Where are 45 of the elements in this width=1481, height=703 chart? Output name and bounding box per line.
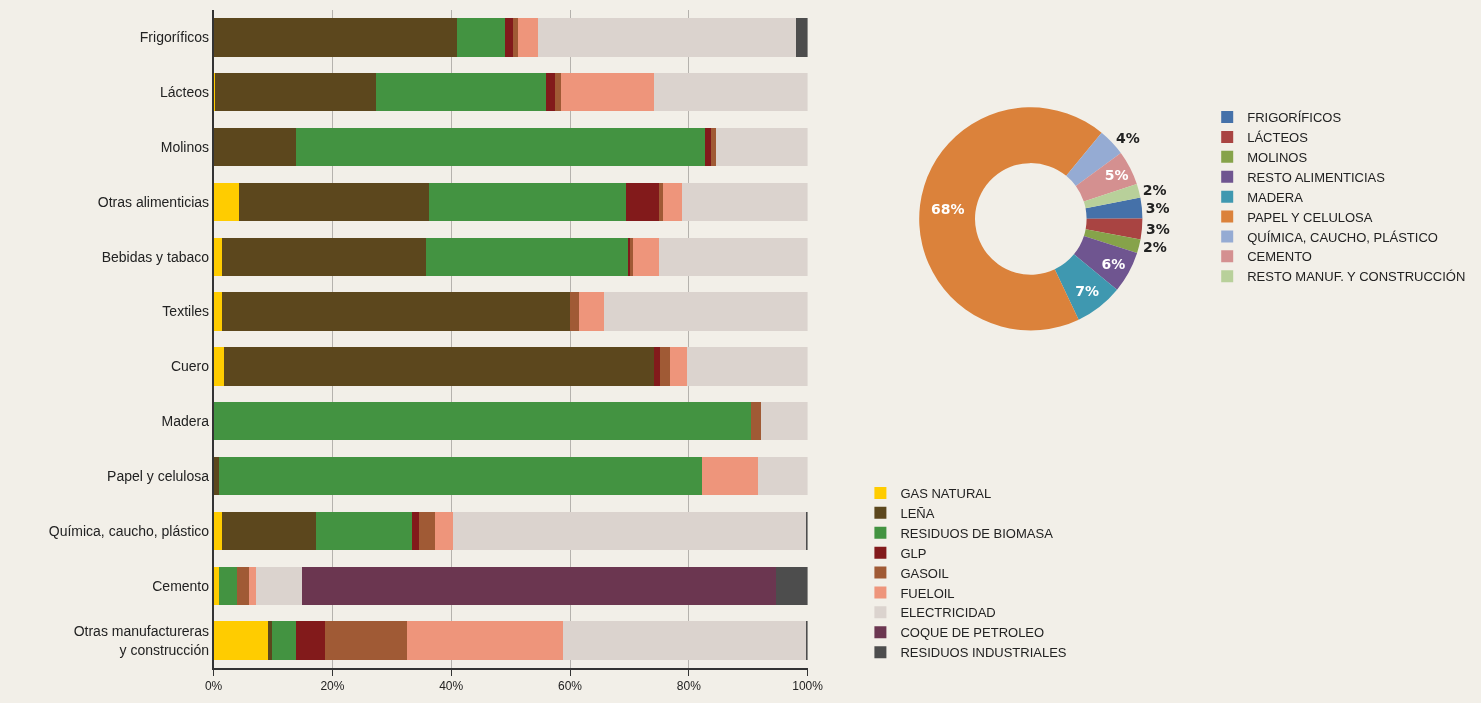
data-label: 4% [1115,130,1140,147]
y-tick-label: Textiles [162,303,210,320]
legend-label: RESIDUOS INDUSTRIALES [900,645,1067,661]
y-tick-label: Bebidas y tabaco [101,248,210,265]
legend-label: GAS NATURAL [900,486,992,502]
legend-label: QUÍMICA, CAUCHO, PLÁSTICO [1247,229,1438,245]
data-label: 68% [930,200,965,217]
legend-label: GLP [900,545,927,561]
y-tick-label: Cuero [170,358,210,375]
legend-label: RESTO MANUF. Y CONSTRUCCIÓN [1247,269,1466,285]
legend-label: PAPEL Y CELULOSA [1247,209,1373,225]
legend-label: RESTO ALIMENTICIAS [1247,169,1386,185]
legend-label: MOLINOS [1247,149,1308,165]
legend-label: CEMENTO [1247,249,1312,265]
legend-label: FUELOIL [900,585,955,601]
y-tick-label: Frigoríficos [139,29,210,46]
y-tick-label: Otras manufactureras y construcción [73,623,210,658]
x-tick-label: 20% [320,679,345,694]
x-tick-label: 40% [439,679,464,694]
y-tick-label: Química, caucho, plástico [48,522,210,539]
data-label: 2% [1142,238,1167,255]
y-tick-label: Otras alimenticias [97,193,210,210]
legend-label: LÁCTEOS [1247,130,1309,146]
y-tick-label: Papel y celulosa [107,467,210,484]
y-tick-label: Lácteos [160,84,210,101]
x-tick-label: 60% [557,679,583,694]
legend-label: LEÑA [900,505,935,521]
y-tick-label: Cemento [152,577,210,594]
y-tick-label: Molinos [160,138,210,155]
data-label: 6% [1101,255,1126,272]
y-tick-label: Madera [161,413,210,430]
data-label: 7% [1075,283,1100,300]
legend-label: ELECTRICIDAD [900,605,996,621]
data-label: 3% [1145,221,1170,238]
data-label: 3% [1145,199,1170,216]
x-tick-label: 80% [676,679,702,694]
data-label: 2% [1142,182,1167,199]
legend-label: FRIGORÍFICOS [1247,110,1342,126]
legend-label: RESIDUOS DE BIOMASA [900,525,1054,541]
x-tick-label: 0% [204,679,223,694]
legend-label: MADERA [1247,189,1304,205]
legend-label: COQUE DE PETROLEO [900,625,1045,641]
data-label: 5% [1104,166,1129,183]
legend-label: GASOIL [900,565,949,581]
x-tick-label: 100% [792,679,824,694]
